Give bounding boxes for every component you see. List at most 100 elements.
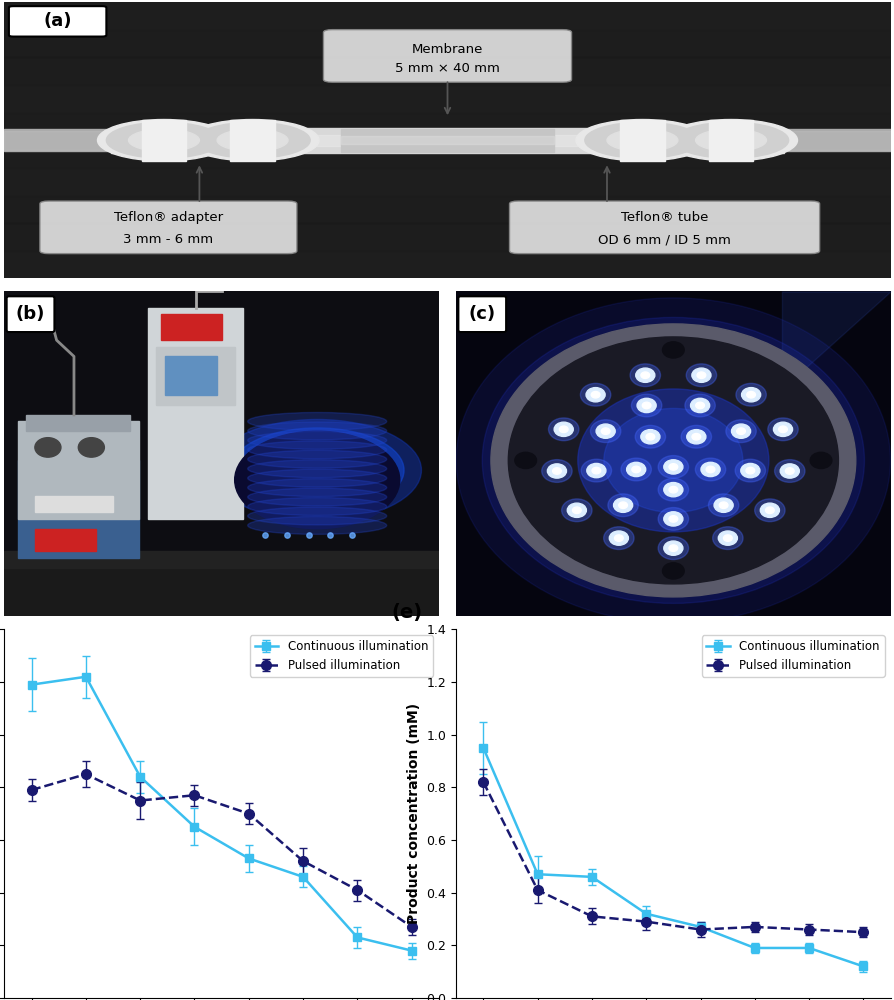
Circle shape [764, 507, 773, 514]
FancyBboxPatch shape [6, 296, 55, 332]
Circle shape [547, 464, 566, 478]
Bar [111, 135, 783, 146]
Circle shape [669, 516, 677, 522]
Circle shape [773, 460, 804, 482]
Circle shape [809, 452, 831, 469]
Circle shape [541, 460, 571, 482]
Text: (c): (c) [468, 305, 495, 323]
Bar [4, 196, 890, 223]
Bar [620, 120, 664, 161]
Bar [4, 85, 890, 113]
Bar [783, 129, 890, 151]
Ellipse shape [248, 469, 386, 487]
Circle shape [746, 467, 754, 474]
Ellipse shape [248, 431, 386, 449]
Ellipse shape [248, 507, 386, 525]
Text: 3 mm - 6 mm: 3 mm - 6 mm [123, 233, 213, 246]
Bar [783, 131, 890, 150]
Circle shape [746, 391, 755, 398]
Bar [18, 460, 139, 558]
Circle shape [785, 468, 793, 474]
Circle shape [672, 122, 788, 158]
Circle shape [572, 507, 580, 514]
Text: (e): (e) [391, 603, 422, 622]
Circle shape [456, 298, 890, 623]
Ellipse shape [248, 412, 386, 430]
FancyBboxPatch shape [9, 6, 106, 37]
Circle shape [695, 458, 725, 481]
Circle shape [767, 418, 797, 441]
Ellipse shape [230, 428, 403, 512]
Y-axis label: Product concentration (mM): Product concentration (mM) [407, 703, 420, 924]
Ellipse shape [248, 479, 386, 497]
Circle shape [778, 426, 787, 433]
Circle shape [663, 541, 682, 555]
Bar [4, 551, 438, 568]
Circle shape [559, 426, 568, 433]
Bar [141, 120, 186, 161]
Circle shape [669, 486, 677, 493]
Bar [18, 421, 139, 519]
Bar [4, 223, 890, 251]
Bar [230, 120, 274, 161]
Circle shape [603, 408, 742, 512]
Circle shape [669, 464, 677, 470]
Circle shape [491, 324, 855, 597]
Circle shape [640, 430, 659, 444]
Circle shape [718, 531, 737, 545]
Circle shape [591, 467, 600, 474]
Circle shape [576, 120, 708, 161]
Ellipse shape [248, 441, 386, 459]
Bar [341, 136, 553, 144]
Bar [642, 133, 730, 147]
Circle shape [734, 459, 764, 482]
Bar [4, 251, 890, 278]
Bar [4, 30, 890, 57]
Circle shape [740, 463, 759, 478]
FancyBboxPatch shape [323, 30, 571, 82]
Circle shape [695, 129, 765, 151]
Bar [26, 415, 131, 431]
Circle shape [663, 460, 682, 474]
Circle shape [618, 502, 627, 508]
Circle shape [662, 563, 683, 579]
Circle shape [700, 462, 720, 477]
Circle shape [657, 456, 687, 478]
Bar [35, 496, 113, 512]
Point [279, 527, 293, 543]
Circle shape [708, 494, 738, 517]
Circle shape [626, 462, 645, 477]
Circle shape [552, 468, 561, 474]
Circle shape [664, 120, 797, 161]
Circle shape [686, 364, 716, 387]
Circle shape [736, 428, 745, 434]
Circle shape [79, 438, 105, 457]
Circle shape [579, 383, 610, 406]
Point [257, 527, 272, 543]
Ellipse shape [248, 450, 386, 468]
Circle shape [586, 388, 604, 402]
Bar [4, 131, 111, 150]
Bar [4, 168, 890, 196]
Bar [4, 140, 890, 168]
Circle shape [591, 391, 599, 398]
FancyBboxPatch shape [40, 201, 297, 254]
Circle shape [705, 466, 714, 473]
Circle shape [684, 394, 714, 417]
Legend: Continuous illumination, Pulsed illumination: Continuous illumination, Pulsed illumina… [701, 635, 883, 677]
Circle shape [561, 499, 592, 522]
Circle shape [482, 317, 864, 603]
Circle shape [580, 459, 611, 482]
Circle shape [614, 535, 622, 541]
Circle shape [607, 494, 637, 517]
Circle shape [754, 499, 784, 522]
Circle shape [657, 537, 687, 560]
Circle shape [195, 122, 310, 158]
Circle shape [722, 535, 731, 541]
Circle shape [712, 527, 742, 549]
Bar [4, 113, 890, 140]
Circle shape [663, 512, 682, 526]
Circle shape [690, 398, 709, 413]
Circle shape [663, 483, 682, 497]
Circle shape [635, 425, 665, 448]
